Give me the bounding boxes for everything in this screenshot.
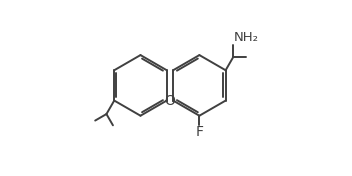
Text: F: F bbox=[195, 125, 203, 139]
Text: NH₂: NH₂ bbox=[234, 31, 259, 44]
Text: O: O bbox=[164, 94, 175, 108]
